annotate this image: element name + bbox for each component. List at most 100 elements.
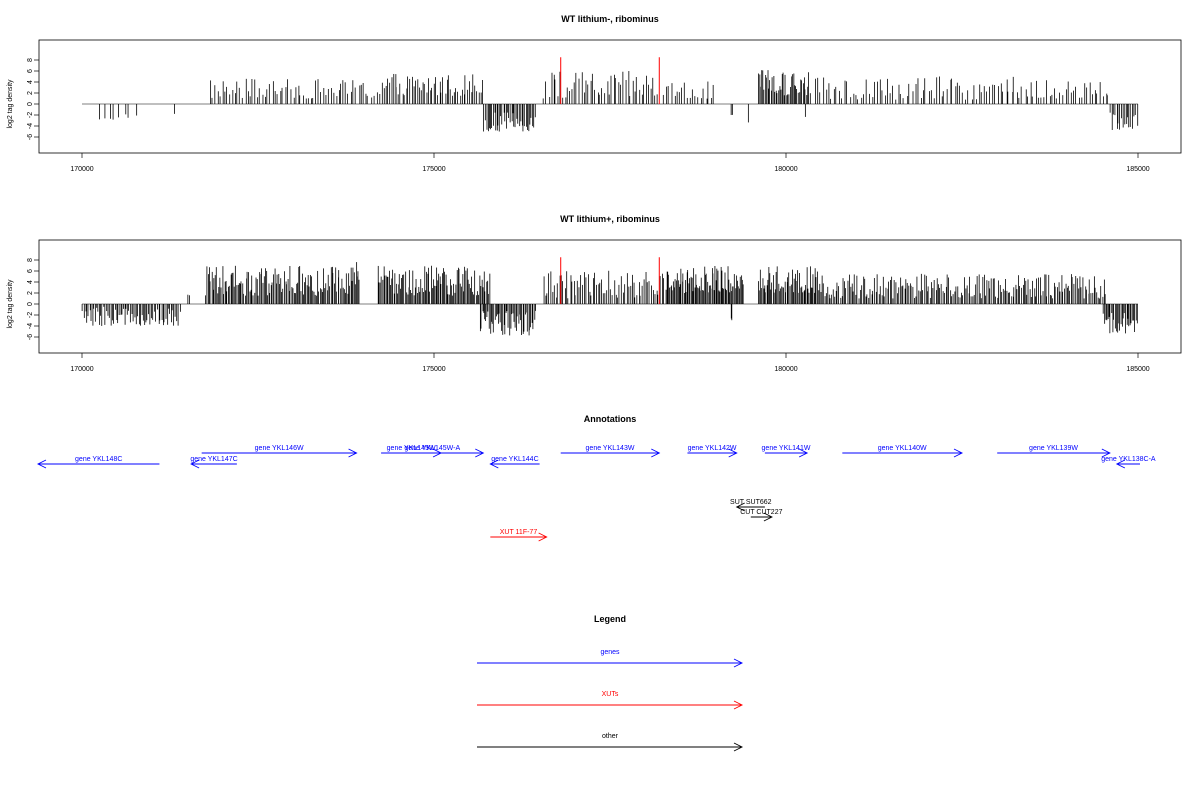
feature-label: SUT SUT662: [730, 499, 772, 506]
arrowhead-icon: [1115, 459, 1126, 469]
legend-arrowhead-icon: [733, 658, 744, 668]
y-tick-label: 4: [27, 280, 34, 284]
legend-label: other: [602, 733, 619, 740]
feature-label: gene YKL145W-A: [404, 445, 460, 452]
arrowhead-icon: [475, 448, 485, 458]
arrowhead-icon: [798, 448, 809, 458]
feature-arrow: CUT CUT227: [740, 509, 783, 522]
feature-label: gene YKL144C: [491, 456, 538, 463]
feature-arrow: gene YKL142W: [687, 445, 738, 458]
panel-lithium-minus: WT lithium-, ribominus log2 tag density …: [7, 14, 1182, 173]
y-tick-label: 8: [27, 258, 34, 262]
feature-label: XUT 11F-77: [500, 529, 538, 536]
feature-arrow: gene YKL143W: [560, 445, 661, 458]
arrowhead-icon: [432, 448, 443, 458]
legend-label: genes: [600, 649, 620, 656]
feature-arrow: XUT 11F-77: [490, 529, 548, 542]
feature-arrows: gene YKL148C gene YKL147C gene YKL146W gene…: [36, 445, 1156, 542]
density-bars: [81, 262, 1138, 336]
x-tick-label: 185000: [1126, 166, 1149, 173]
x-axis: 170000 175000 180000 185000: [70, 353, 1150, 373]
y-tick-label: -6: [27, 334, 34, 340]
feature-arrow: gene YKL146W: [201, 445, 358, 458]
arrowhead-icon: [763, 512, 773, 522]
red-markers: [560, 57, 660, 104]
y-tick-label: -2: [27, 112, 34, 118]
x-tick-label: 175000: [422, 366, 445, 373]
legend-item: other: [477, 733, 744, 752]
x-tick-label: 185000: [1126, 366, 1149, 373]
arrowhead-icon: [953, 448, 964, 458]
feature-label: gene YKL147C: [190, 456, 237, 463]
y-tick-label: 4: [27, 80, 34, 84]
feature-label: gene YKL141W: [762, 445, 811, 452]
feature-label: gene YKL146W: [255, 445, 304, 452]
legend-label: XUTs: [602, 691, 619, 698]
feature-label: gene YKL143W: [586, 445, 635, 452]
feature-arrow: gene YKL138C-A: [1101, 456, 1156, 469]
legend-title: Legend: [594, 614, 626, 624]
x-tick-label: 170000: [70, 166, 93, 173]
legend-item: XUTs: [477, 691, 744, 710]
y-tick-label: -4: [27, 323, 34, 329]
feature-label: gene YKL142W: [688, 445, 737, 452]
feature-label: gene YKL140W: [878, 445, 927, 452]
feature-arrow: gene YKL141W: [762, 445, 811, 458]
y-axis: 8 6 4 2 0 -2 -4 -6: [27, 258, 39, 340]
chart-title: WT lithium+, ribominus: [560, 214, 660, 224]
y-tick-label: 6: [27, 269, 34, 273]
y-tick-label: -2: [27, 312, 34, 318]
arrowhead-icon: [651, 448, 661, 458]
x-axis: 170000 175000 180000 185000: [70, 153, 1150, 173]
y-tick-label: 8: [27, 58, 34, 62]
feature-label: gene YKL145W: [387, 445, 436, 452]
feature-arrow: gene YKL139W: [997, 445, 1111, 458]
panel-lithium-plus: WT lithium+, ribominus log2 tag density …: [7, 214, 1182, 373]
feature-arrow: gene YKL145W: [381, 445, 443, 458]
arrowhead-icon: [36, 459, 47, 469]
x-tick-label: 170000: [70, 366, 93, 373]
feature-arrow: gene YKL140W: [842, 445, 964, 458]
arrowhead-icon: [489, 459, 499, 469]
feature-label: gene YKL148C: [75, 456, 122, 463]
feature-arrow: gene YKL147C: [190, 456, 238, 469]
legend-item: genes: [477, 649, 744, 668]
y-tick-label: 2: [27, 291, 34, 295]
feature-arrow: gene YKL148C: [36, 456, 160, 469]
x-tick-label: 180000: [774, 166, 797, 173]
arrowhead-icon: [735, 502, 745, 512]
y-tick-label: 0: [27, 302, 34, 306]
y-axis-label: log2 tag density: [7, 79, 14, 129]
y-tick-label: 6: [27, 69, 34, 73]
arrowhead-icon: [348, 448, 358, 458]
arrowhead-icon: [1101, 448, 1111, 458]
chart-title: WT lithium-, ribominus: [561, 14, 659, 24]
plot-frame: [38, 239, 1182, 354]
density-bars: [99, 70, 1139, 132]
feature-arrow: SUT SUT662: [730, 499, 772, 512]
legend: Legend genes XUTs other: [477, 614, 744, 752]
feature-label: CUT CUT227: [740, 509, 782, 516]
y-tick-label: 2: [27, 91, 34, 95]
annotations-track: Annotations gene YKL148C gene YKL147Cgene…: [36, 414, 1156, 542]
arrowhead-icon: [538, 532, 548, 542]
y-axis-label: log2 tag density: [7, 279, 14, 329]
y-axis: 8 6 4 2 0 -2 -4 -6: [27, 58, 39, 140]
plot-frame: [38, 39, 1182, 154]
arrowhead-icon: [190, 459, 200, 469]
y-tick-label: -6: [27, 134, 34, 140]
legend-items: genes XUTs other: [477, 649, 744, 752]
y-tick-label: 0: [27, 102, 34, 106]
feature-label: gene YKL138C-A: [1101, 456, 1156, 463]
feature-label: gene YKL139W: [1029, 445, 1078, 452]
feature-arrow: gene YKL144C: [489, 456, 540, 469]
legend-arrowhead-icon: [733, 700, 744, 710]
legend-arrowhead-icon: [733, 742, 744, 752]
arrowhead-icon: [728, 448, 738, 458]
y-tick-label: -4: [27, 123, 34, 129]
x-tick-label: 175000: [422, 166, 445, 173]
annotations-title: Annotations: [584, 414, 637, 424]
red-markers: [560, 257, 660, 304]
